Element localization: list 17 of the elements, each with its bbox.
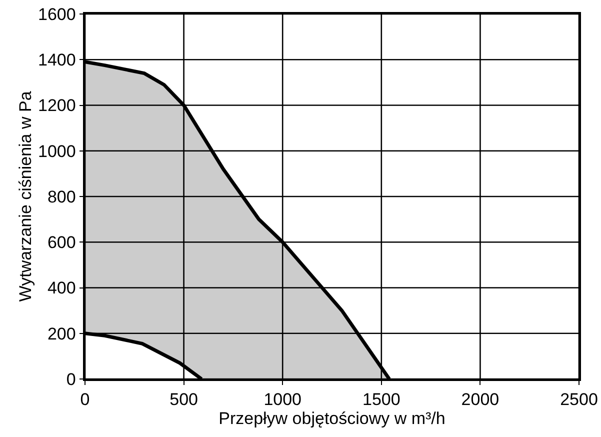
y-tick-label: 1600: [38, 4, 76, 24]
x-tick-label: 1000: [264, 390, 302, 410]
y-tick-label: 1400: [38, 50, 76, 70]
x-tick-label: 2500: [560, 390, 598, 410]
x-tick-label: 500: [170, 390, 198, 410]
y-axis-title: Wytwarzanie ciśnienia w Pa: [16, 90, 36, 302]
x-tick-label: 0: [80, 390, 90, 410]
y-tick-label: 800: [47, 187, 76, 206]
y-tick-label: 1200: [38, 96, 76, 116]
y-tick-label: 1000: [38, 142, 76, 161]
x-axis-title: Przepływ objętościowy w m³/h: [218, 409, 446, 428]
y-tick-label: 0: [66, 370, 76, 389]
y-tick-label: 200: [47, 324, 76, 344]
y-tick-label: 400: [47, 278, 76, 298]
y-tick-label: 600: [47, 233, 76, 252]
x-tick-label: 1500: [362, 390, 400, 410]
x-tick-label: 2000: [461, 390, 500, 410]
